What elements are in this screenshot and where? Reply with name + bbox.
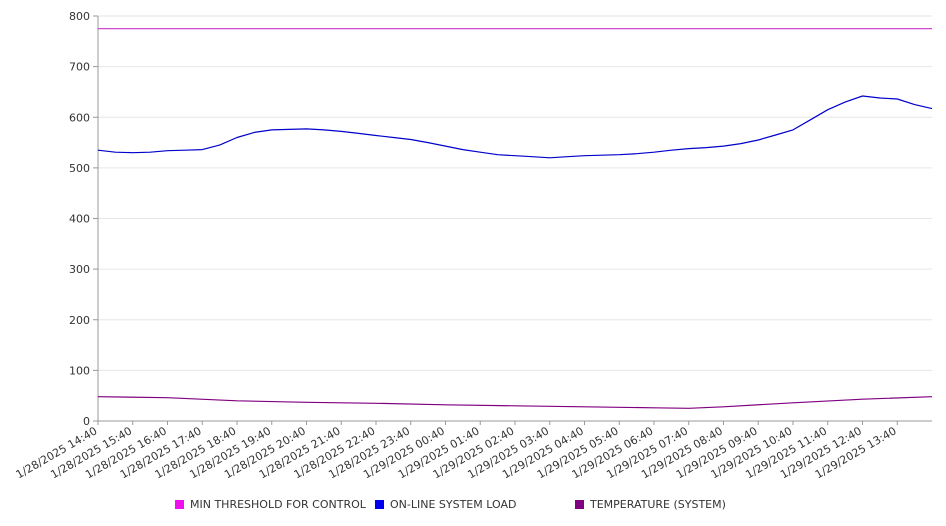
y-tick-label: 600 [69,111,90,124]
series-lines [97,28,933,409]
y-tick-label: 400 [69,213,90,226]
y-tick-label: 700 [69,61,90,74]
y-tick-label: 0 [83,415,90,428]
series-line-system-load [97,95,933,159]
y-tick-label: 300 [69,263,90,276]
x-axis-ticks: 1/28/2025 14:401/28/2025 15:401/28/2025 … [14,421,899,481]
legend-label-temperature: TEMPERATURE (SYSTEM) [590,498,726,511]
legend-swatch-min-threshold [175,500,184,509]
legend-item-system-load[interactable]: ON-LINE SYSTEM LOAD [375,498,516,511]
legend-item-temperature[interactable]: TEMPERATURE (SYSTEM) [575,498,726,511]
series-line-temperature [97,396,933,409]
grid-lines [98,15,932,371]
legend: MIN THRESHOLD FOR CONTROL ON-LINE SYSTEM… [0,498,946,514]
legend-item-min-threshold[interactable]: MIN THRESHOLD FOR CONTROL [175,498,366,511]
y-axis-ticks: 0 100 200 300 400 500 600 700 800 [69,10,98,428]
y-tick-label: 800 [69,10,90,23]
legend-swatch-temperature [575,500,584,509]
y-tick-label: 200 [69,314,90,327]
legend-label-min-threshold: MIN THRESHOLD FOR CONTROL [190,498,366,511]
y-tick-label: 500 [69,162,90,175]
legend-swatch-system-load [375,500,384,509]
legend-label-system-load: ON-LINE SYSTEM LOAD [390,498,517,511]
y-tick-label: 100 [69,364,90,377]
